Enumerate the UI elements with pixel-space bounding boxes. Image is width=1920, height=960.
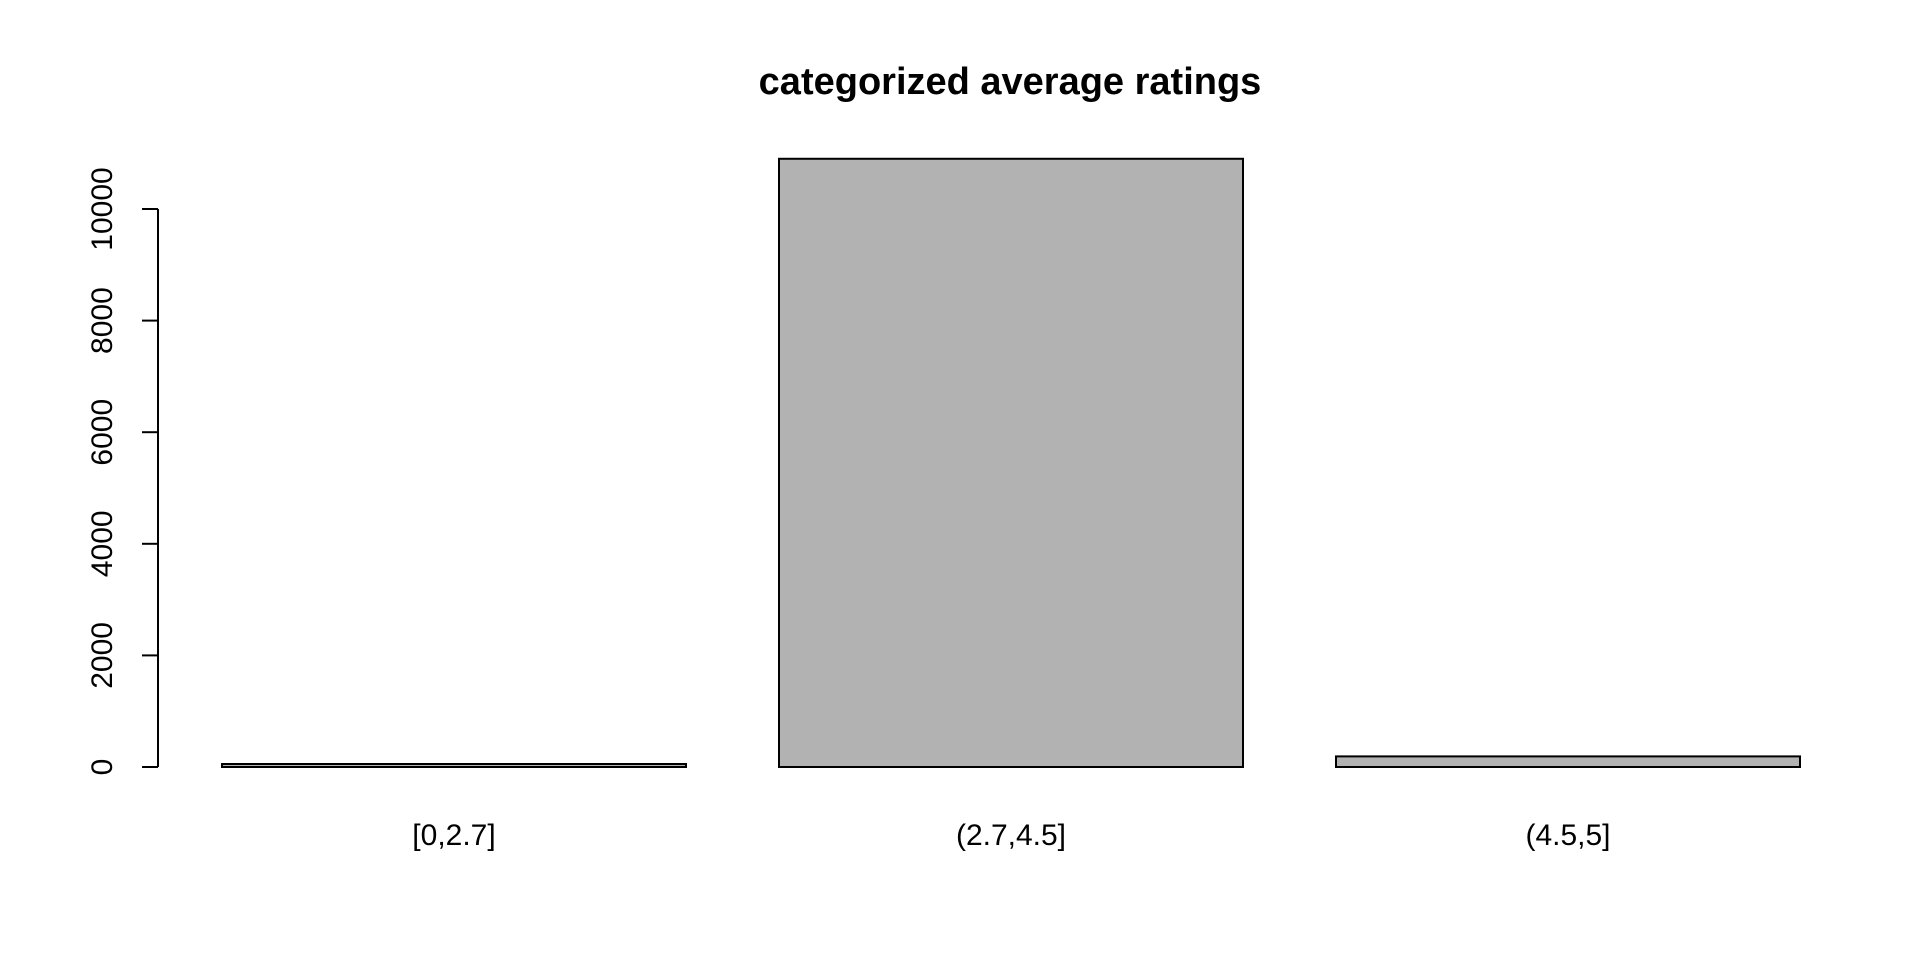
y-tick-label: 10000 [86, 167, 119, 250]
bar-0 [221, 763, 687, 768]
category-label: (2.7,4.5] [956, 819, 1066, 852]
y-tick-label: 0 [86, 759, 119, 776]
bar-2 [1335, 755, 1801, 769]
chart-title: categorized average ratings [759, 61, 1262, 103]
y-axis: 0 2000 4000 6000 8000 10000 [86, 167, 159, 776]
y-tick-label: 2000 [86, 622, 119, 689]
y-tick-label: 6000 [86, 399, 119, 466]
y-tick-label: 8000 [86, 287, 119, 354]
category-label: [0,2.7] [412, 819, 495, 852]
bars [221, 157, 1801, 769]
category-labels: [0,2.7] (2.7,4.5] (4.5,5] [412, 819, 1610, 852]
y-tick-label: 4000 [86, 510, 119, 577]
category-label: (4.5,5] [1525, 819, 1610, 852]
bar-1 [778, 157, 1244, 768]
